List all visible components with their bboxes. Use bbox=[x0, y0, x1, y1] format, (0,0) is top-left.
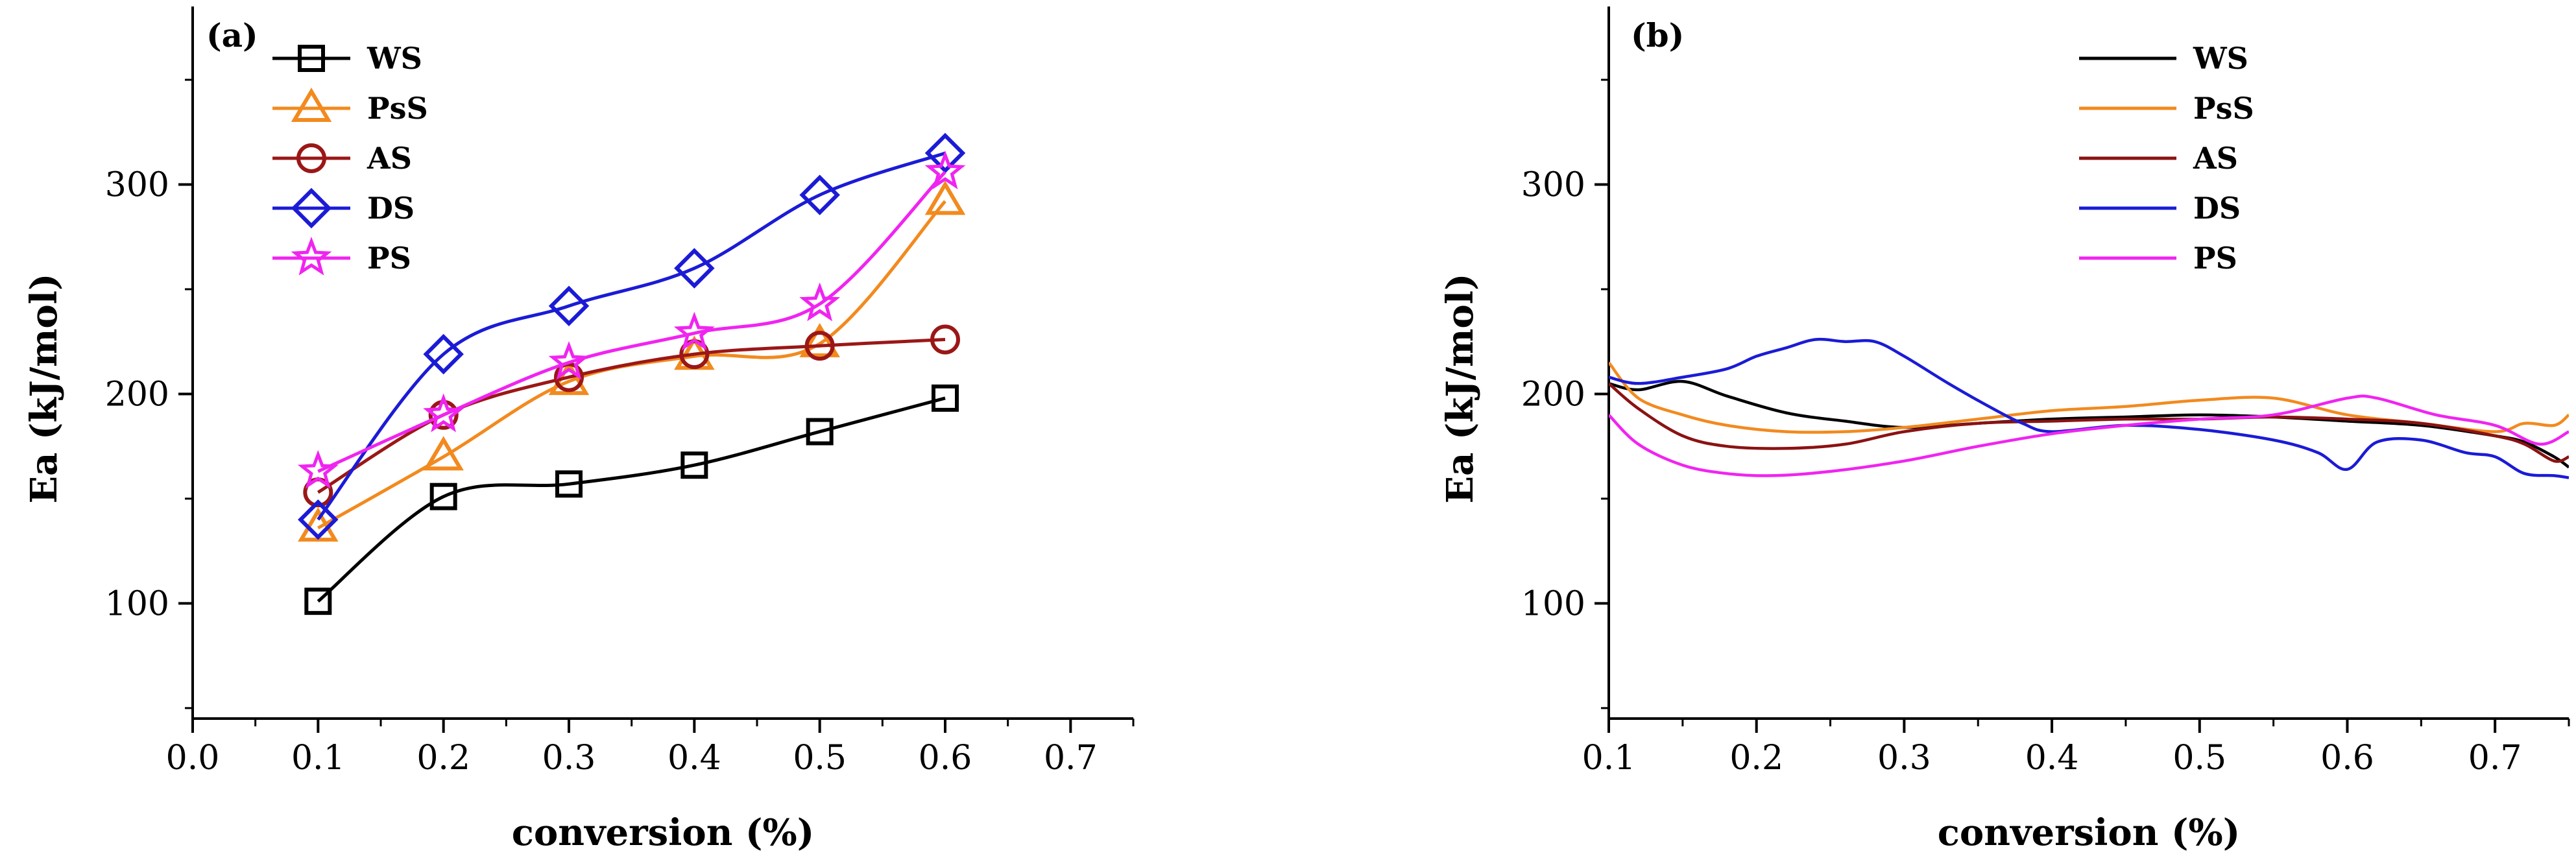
panel-label: (a) bbox=[206, 16, 258, 54]
x-tick-label: 0.4 bbox=[668, 739, 721, 778]
data-point bbox=[423, 333, 464, 375]
legend-marker bbox=[291, 187, 332, 229]
series-ds bbox=[1609, 337, 2569, 479]
data-point bbox=[423, 436, 464, 471]
data-point bbox=[930, 324, 960, 355]
y-axis-label: Ea (kJ/mol) bbox=[23, 273, 66, 503]
legend-label: DS bbox=[367, 191, 415, 226]
series-line bbox=[1609, 337, 2569, 479]
x-tick-label: 0.3 bbox=[542, 739, 596, 778]
series-line bbox=[317, 171, 946, 473]
legend-label: PsS bbox=[2193, 91, 2254, 126]
data-point bbox=[806, 418, 834, 446]
series-ds bbox=[298, 132, 966, 540]
data-point bbox=[297, 449, 339, 489]
x-axis-label: conversion (%) bbox=[512, 811, 814, 854]
y-tick-label: 300 bbox=[105, 166, 169, 205]
x-tick-label: 0.7 bbox=[2468, 739, 2522, 778]
legend-label: DS bbox=[2193, 191, 2241, 226]
data-point bbox=[298, 499, 339, 540]
series-as bbox=[1609, 382, 2569, 463]
series-line bbox=[1609, 382, 2569, 463]
data-point bbox=[423, 393, 464, 433]
x-tick-label: 0.0 bbox=[166, 739, 220, 778]
series-ws bbox=[304, 384, 959, 615]
series-pss bbox=[298, 180, 966, 542]
legend-label: PsS bbox=[367, 91, 428, 126]
x-tick-label: 0.1 bbox=[1582, 739, 1636, 778]
data-point bbox=[799, 282, 841, 322]
x-tick-label: 0.2 bbox=[416, 739, 470, 778]
legend-label: AS bbox=[2193, 141, 2238, 176]
series-line bbox=[1609, 361, 2569, 434]
x-tick-label: 0.7 bbox=[1044, 739, 1098, 778]
data-point bbox=[673, 311, 715, 351]
chart-panel-b: 0.1 0.2 0.3 0.4 0.5 0.6 0.7 100 200 300 conversion… bbox=[1439, 6, 2570, 854]
data-point bbox=[932, 384, 959, 412]
data-point bbox=[924, 180, 966, 215]
y-tick-label: 300 bbox=[1521, 166, 1585, 205]
data-point bbox=[799, 174, 840, 215]
x-tick-label: 0.1 bbox=[291, 739, 345, 778]
data-point bbox=[680, 451, 708, 479]
panel-label: (b) bbox=[1631, 16, 1684, 54]
y-tick-label: 100 bbox=[1521, 584, 1585, 623]
legend-label: PS bbox=[367, 241, 411, 276]
data-point bbox=[674, 248, 715, 289]
y-tick-label: 200 bbox=[105, 375, 169, 414]
x-tick-label: 0.6 bbox=[2320, 739, 2374, 778]
data-point bbox=[924, 132, 966, 174]
legend-marker bbox=[296, 143, 326, 173]
y-tick-label: 100 bbox=[105, 584, 169, 623]
series-line bbox=[317, 151, 946, 521]
legend-marker bbox=[298, 45, 325, 72]
legend-marker bbox=[291, 236, 332, 276]
x-tick-label: 0.4 bbox=[2025, 739, 2079, 778]
y-tick-label: 200 bbox=[1521, 375, 1585, 414]
x-tick-label: 0.5 bbox=[2173, 739, 2226, 778]
series-line bbox=[1609, 394, 2569, 477]
data-point bbox=[924, 150, 966, 189]
legend-label: WS bbox=[367, 41, 422, 76]
x-tick-label: 0.3 bbox=[1877, 739, 1931, 778]
legend-label: WS bbox=[2193, 41, 2248, 76]
x-tick-label: 0.5 bbox=[793, 739, 847, 778]
x-axis-label: conversion (%) bbox=[1938, 811, 2240, 854]
series-line bbox=[317, 396, 946, 603]
series-pss bbox=[1609, 361, 2569, 434]
x-tick-label: 0.6 bbox=[919, 739, 972, 778]
legend-label: PS bbox=[2193, 241, 2237, 276]
series-ps bbox=[297, 150, 966, 489]
data-point bbox=[799, 323, 840, 357]
legend-label: AS bbox=[367, 141, 412, 176]
series-ps bbox=[1609, 394, 2569, 477]
legend-marker bbox=[291, 88, 332, 122]
data-point bbox=[304, 588, 332, 615]
data-point bbox=[548, 285, 590, 327]
series-line bbox=[317, 338, 946, 494]
data-point bbox=[429, 483, 457, 510]
y-axis-label: Ea (kJ/mol) bbox=[1439, 273, 1482, 503]
x-tick-label: 0.2 bbox=[1729, 739, 1783, 778]
data-point bbox=[555, 470, 583, 498]
data-point bbox=[804, 331, 835, 361]
chart-panel-a: 0.0 0.1 0.2 0.3 0.4 0.5 0.6 0.7 100 200 300 convers… bbox=[23, 6, 1135, 854]
data-point bbox=[548, 340, 590, 380]
